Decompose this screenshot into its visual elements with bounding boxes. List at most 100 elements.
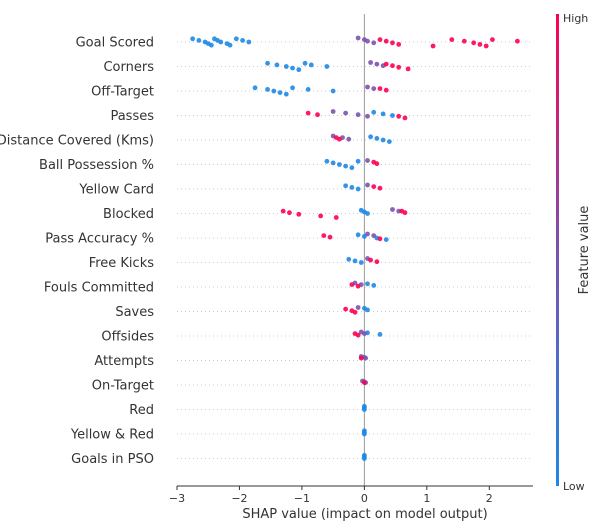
shap-point	[330, 109, 336, 114]
shap-point	[290, 85, 295, 91]
shap-point	[287, 210, 292, 216]
shap-point	[377, 185, 383, 191]
shap-point	[365, 281, 370, 287]
shap-point	[302, 60, 308, 66]
shap-point	[355, 283, 361, 289]
shap-point	[352, 258, 358, 264]
x-axis-title: SHAP value (impact on model output)	[242, 507, 487, 522]
shap-point	[240, 38, 245, 43]
shap-point	[374, 61, 380, 67]
shap-point	[355, 186, 361, 192]
x-tick-label: −2	[231, 492, 247, 505]
feature-label: Yellow Card	[78, 183, 154, 198]
shap-point	[371, 86, 377, 91]
shap-point	[233, 36, 239, 42]
shap-point	[365, 84, 370, 90]
shap-point	[377, 37, 383, 42]
shap-point	[374, 136, 380, 141]
shap-point	[371, 40, 377, 46]
shap-point	[390, 113, 395, 118]
shap-point	[396, 64, 402, 70]
shap-point	[396, 113, 402, 119]
shap-point	[383, 237, 389, 243]
shap-point	[365, 182, 370, 188]
shap-point	[358, 355, 364, 361]
shap-point	[383, 61, 389, 67]
shap-point	[333, 215, 339, 220]
shap-point	[346, 256, 352, 262]
shap-point	[315, 112, 320, 118]
shap-point	[343, 306, 349, 312]
feature-label: Distance Covered (Kms)	[0, 134, 154, 149]
shap-point	[365, 211, 370, 216]
colorbar-high-label: High	[563, 12, 588, 25]
shap-point	[336, 162, 342, 167]
shap-point	[355, 158, 361, 164]
feature-label: Offsides	[101, 330, 154, 345]
shap-point	[308, 62, 314, 68]
shap-point	[477, 42, 483, 47]
shap-point	[358, 260, 364, 265]
shap-point	[383, 87, 389, 93]
shap-point	[374, 161, 380, 167]
shap-point	[365, 38, 370, 44]
shap-point	[361, 331, 367, 336]
shap-point	[430, 43, 436, 49]
shap-point	[330, 160, 336, 166]
shap-point	[327, 234, 333, 240]
feature-label: Goal Scored	[76, 36, 154, 51]
shap-point	[377, 332, 383, 337]
shap-point	[390, 63, 395, 69]
shap-point	[514, 38, 520, 44]
x-tick-label: −1	[294, 492, 310, 505]
shap-point	[396, 42, 402, 47]
shap-point	[336, 136, 342, 142]
shap-point	[355, 35, 361, 41]
feature-label: Red	[129, 403, 154, 418]
shap-point	[355, 305, 361, 310]
colorbar: High Low Feature value	[556, 12, 592, 493]
feature-label: Pass Accuracy %	[45, 232, 154, 247]
shap-point	[390, 207, 395, 212]
shap-point	[349, 282, 355, 287]
shap-point	[296, 211, 302, 217]
shap-point	[305, 87, 311, 92]
feature-label: Fouls Committed	[44, 281, 154, 296]
shap-point	[296, 67, 302, 73]
shap-point	[349, 165, 355, 171]
shap-point	[361, 380, 367, 385]
shap-point	[355, 332, 361, 338]
shap-point	[265, 87, 270, 92]
shap-point	[361, 407, 367, 412]
feature-label: Saves	[115, 305, 154, 320]
shap-point	[377, 236, 383, 242]
shap-point	[371, 233, 377, 239]
shap-point	[405, 66, 411, 72]
shap-point	[283, 64, 289, 69]
feature-label: Passes	[110, 109, 154, 124]
shap-point	[277, 90, 283, 95]
shap-point	[343, 163, 349, 169]
x-tick-label: 2	[486, 492, 493, 505]
shap-point	[318, 213, 324, 219]
colorbar-gradient	[556, 14, 559, 486]
shap-point	[449, 37, 455, 42]
shap-point	[343, 110, 349, 116]
feature-label: On-Target	[92, 379, 154, 394]
shap-point	[343, 183, 349, 189]
shap-point	[374, 259, 380, 265]
shap-point	[246, 39, 252, 45]
colorbar-low-label: Low	[563, 480, 585, 493]
shap-point	[471, 40, 477, 46]
feature-label: Free Kicks	[89, 256, 155, 271]
shap-point	[280, 208, 286, 214]
feature-label: Goals in PSO	[71, 452, 154, 467]
shap-point	[368, 60, 374, 65]
shap-point	[355, 232, 361, 238]
shap-point	[324, 158, 330, 164]
shap-point	[352, 309, 358, 315]
feature-label: Off-Target	[91, 85, 154, 100]
shap-point	[377, 86, 383, 91]
shap-point	[283, 91, 289, 97]
